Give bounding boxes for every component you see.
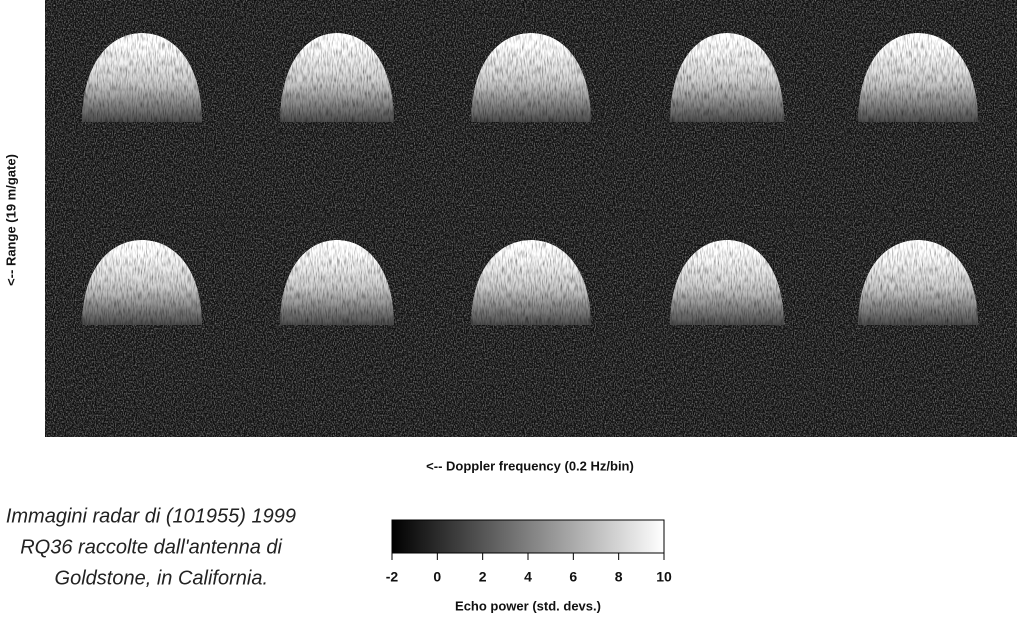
echo-image	[82, 33, 202, 122]
colorbar: -2 0 2 4 6 8 10	[386, 519, 672, 585]
colorbar-tick-label: -2	[386, 569, 399, 585]
echo-image	[82, 240, 202, 325]
colorbar-ramp	[391, 519, 665, 554]
echo-image	[280, 33, 394, 122]
caption-line: Immagini radar di (101955) 1999	[6, 505, 296, 527]
colorbar-tick-label: 4	[524, 569, 532, 585]
x-axis-label: <-- Doppler frequency (0.2 Hz/bin)	[426, 458, 634, 473]
echo-image	[471, 33, 591, 122]
colorbar-tick-label: 2	[479, 569, 487, 585]
caption-line: Goldstone, in California.	[55, 567, 268, 589]
colorbar-label: Echo power (std. devs.)	[455, 598, 601, 613]
echo-image	[858, 240, 978, 325]
echo-image	[280, 240, 394, 325]
y-axis-label: <-- Range (19 m/gate)	[3, 154, 18, 286]
colorbar-tick-label: 0	[433, 569, 441, 585]
echo-image	[670, 240, 784, 325]
colorbar-tick-label: 10	[656, 569, 672, 585]
caption: Immagini radar di (101955) 1999 RQ36 rac…	[6, 505, 296, 589]
echo-image	[670, 33, 784, 122]
echo-image	[471, 240, 591, 325]
colorbar-tick-label: 6	[569, 569, 577, 585]
radar-panel	[45, 0, 1017, 437]
caption-line: RQ36 raccolte dall'antenna di	[20, 536, 282, 558]
echo-image	[858, 33, 978, 122]
colorbar-tick-label: 8	[615, 569, 623, 585]
